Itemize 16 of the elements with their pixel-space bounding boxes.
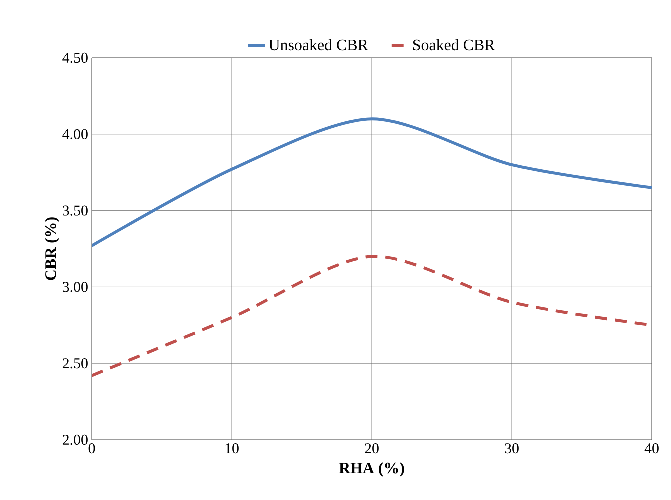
x-tick-label: 40: [644, 444, 659, 454]
legend-label: Unsoaked CBR: [269, 39, 368, 51]
y-tick-label: 3.50: [63, 206, 88, 216]
y-axis-title: CBR (%): [45, 218, 60, 280]
legend-label: Soaked CBR: [413, 39, 496, 51]
y-tick-label: 2.00: [62, 434, 88, 446]
x-tick-label: 20: [365, 444, 379, 454]
y-tick-label: 4.50: [62, 52, 88, 64]
y-tick-label: 3.00: [63, 282, 88, 292]
x-tick-label: 0: [88, 444, 96, 454]
y-tick-label: 4.00: [62, 129, 88, 140]
x-axis-title: RHA (%): [339, 462, 404, 477]
x-tick-label: 30: [505, 444, 519, 454]
line-series: [92, 118, 652, 248]
y-tick-label: 2.50: [62, 358, 88, 369]
x-tick-label: 10: [226, 444, 239, 454]
